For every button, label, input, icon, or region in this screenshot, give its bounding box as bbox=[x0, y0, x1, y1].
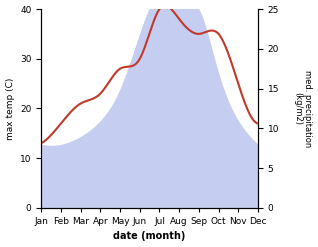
X-axis label: date (month): date (month) bbox=[114, 231, 186, 242]
Y-axis label: max temp (C): max temp (C) bbox=[5, 77, 15, 140]
Y-axis label: med. precipitation
(kg/m2): med. precipitation (kg/m2) bbox=[293, 70, 313, 147]
